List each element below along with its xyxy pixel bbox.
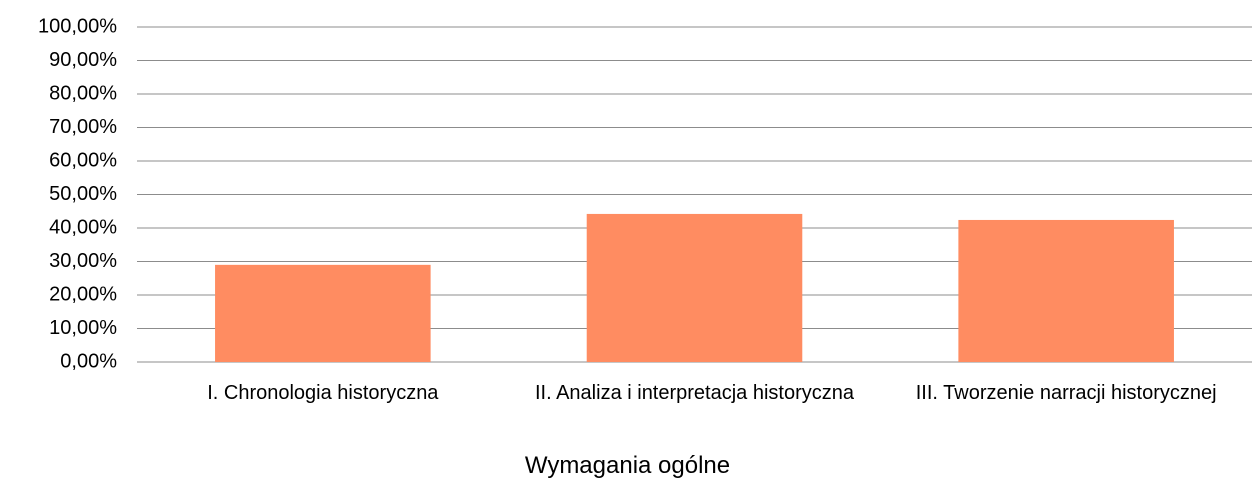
- bar: [586, 213, 803, 362]
- x-tick-label: I. Chronologia historyczna: [207, 382, 439, 404]
- y-tick-label: 30,00%: [49, 250, 117, 272]
- x-axis-title: Wymagania ogólne: [524, 452, 731, 479]
- y-tick-label: 80,00%: [49, 82, 117, 104]
- y-tick-label: 10,00%: [49, 317, 117, 339]
- y-tick-label: 20,00%: [49, 283, 117, 305]
- y-tick-label: 60,00%: [49, 149, 117, 171]
- bar: [958, 219, 1174, 362]
- y-tick-label: 100,00%: [38, 15, 117, 37]
- x-tick-label: III. Tworzenie narracji historycznej: [915, 382, 1217, 404]
- y-tick-label: 70,00%: [49, 116, 117, 138]
- x-tick-label: II. Analiza i interpretacja historyczna: [534, 382, 855, 404]
- y-tick-label: 0,00%: [60, 350, 117, 372]
- y-tick-label: 90,00%: [49, 49, 117, 71]
- bar: [215, 264, 431, 362]
- y-tick-label: 50,00%: [49, 183, 117, 205]
- y-tick-label: 40,00%: [49, 216, 117, 238]
